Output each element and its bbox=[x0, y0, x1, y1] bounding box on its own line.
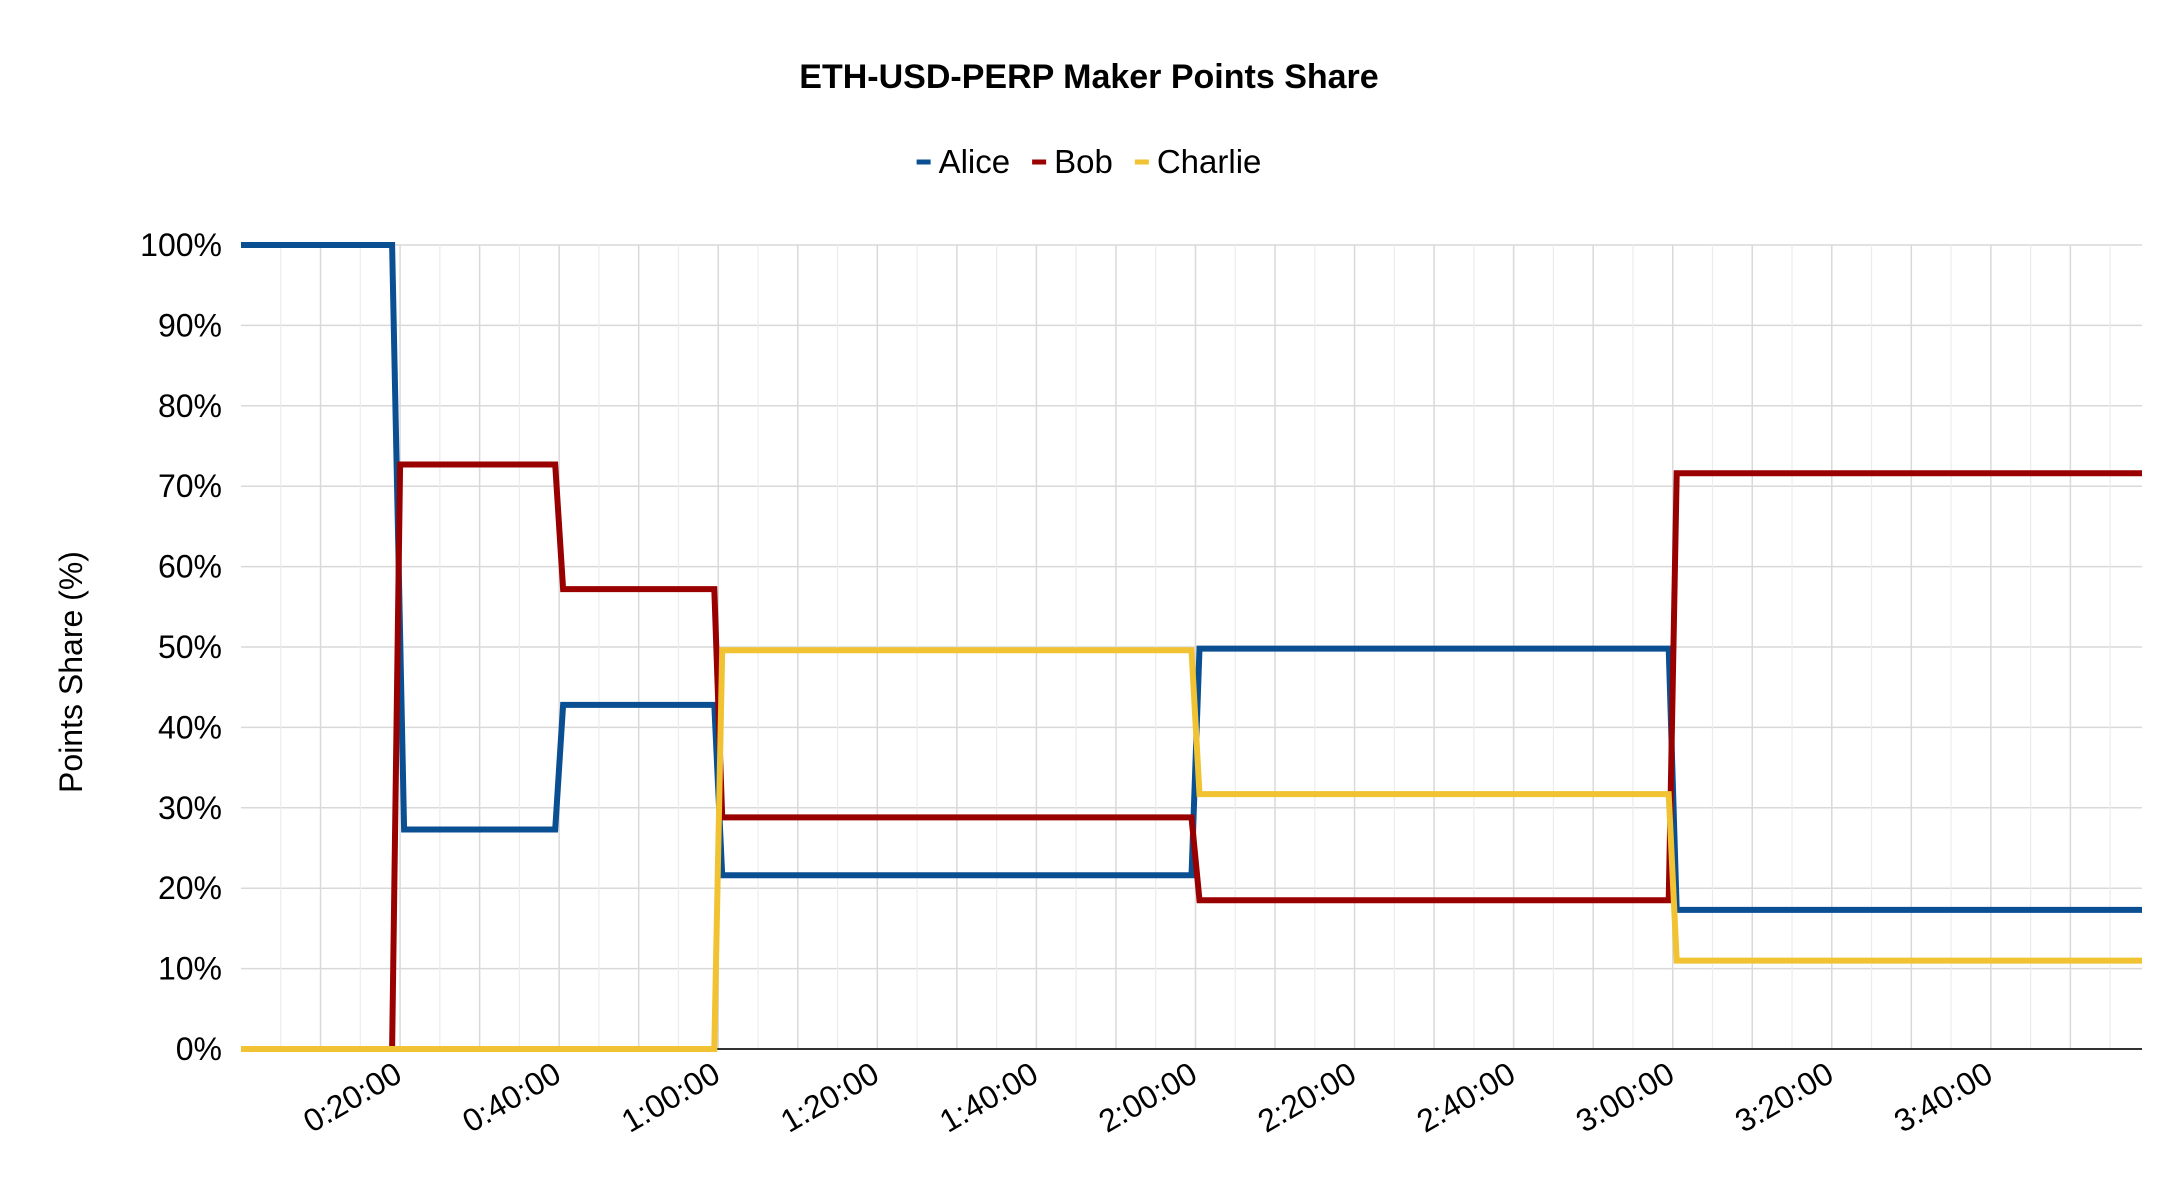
y-tick-label: 100% bbox=[140, 227, 222, 263]
y-tick-label: 50% bbox=[158, 629, 222, 665]
x-tick-label: 3:20:00 bbox=[1729, 1055, 1839, 1140]
chart-title: ETH-USD-PERP Maker Points Share bbox=[799, 58, 1378, 96]
grid-lines bbox=[241, 244, 2142, 1050]
legend-label-bob: Bob bbox=[1054, 143, 1113, 180]
legend: Alice Bob Charlie bbox=[916, 143, 1262, 180]
y-tick-label: 0% bbox=[176, 1031, 222, 1067]
series-line-alice bbox=[241, 242, 2142, 913]
x-tick-label: 2:00:00 bbox=[1093, 1055, 1203, 1140]
y-tick-label: 90% bbox=[158, 307, 222, 343]
y-tick-label: 20% bbox=[158, 870, 222, 906]
y-tick-label: 30% bbox=[158, 790, 222, 826]
x-tick-label: 2:20:00 bbox=[1252, 1055, 1362, 1140]
y-tick-label: 40% bbox=[158, 709, 222, 745]
y-tick-label: 60% bbox=[158, 549, 222, 585]
y-tick-label: 80% bbox=[158, 388, 222, 424]
x-tick-label: 0:20:00 bbox=[297, 1055, 407, 1140]
y-tick-label: 70% bbox=[158, 468, 222, 504]
series-line-charlie bbox=[241, 647, 2142, 1052]
y-tick-label: 10% bbox=[158, 951, 222, 987]
x-tick-labels: 0:20:00 0:40:00 1:00:00 1:20:00 1:40:00 2:00:… bbox=[297, 1055, 1998, 1140]
legend-label-charlie: Charlie bbox=[1157, 143, 1262, 180]
x-tick-label: 1:40:00 bbox=[933, 1055, 1043, 1140]
x-tick-label: 0:40:00 bbox=[456, 1055, 566, 1140]
x-tick-label: 3:00:00 bbox=[1570, 1055, 1680, 1140]
x-tick-label: 2:40:00 bbox=[1411, 1055, 1521, 1140]
legend-label-alice: Alice bbox=[939, 143, 1011, 180]
x-tick-label: 1:00:00 bbox=[615, 1055, 725, 1140]
y-tick-labels: 0% 10% 20% 30% 40% 50% 60% 70% 80% 90% 100% bbox=[140, 227, 222, 1067]
series-lines bbox=[241, 242, 2142, 1052]
x-tick-label: 3:40:00 bbox=[1888, 1055, 1998, 1140]
x-tick-label: 1:20:00 bbox=[774, 1055, 884, 1140]
y-axis-label: Points Share (%) bbox=[53, 551, 89, 793]
